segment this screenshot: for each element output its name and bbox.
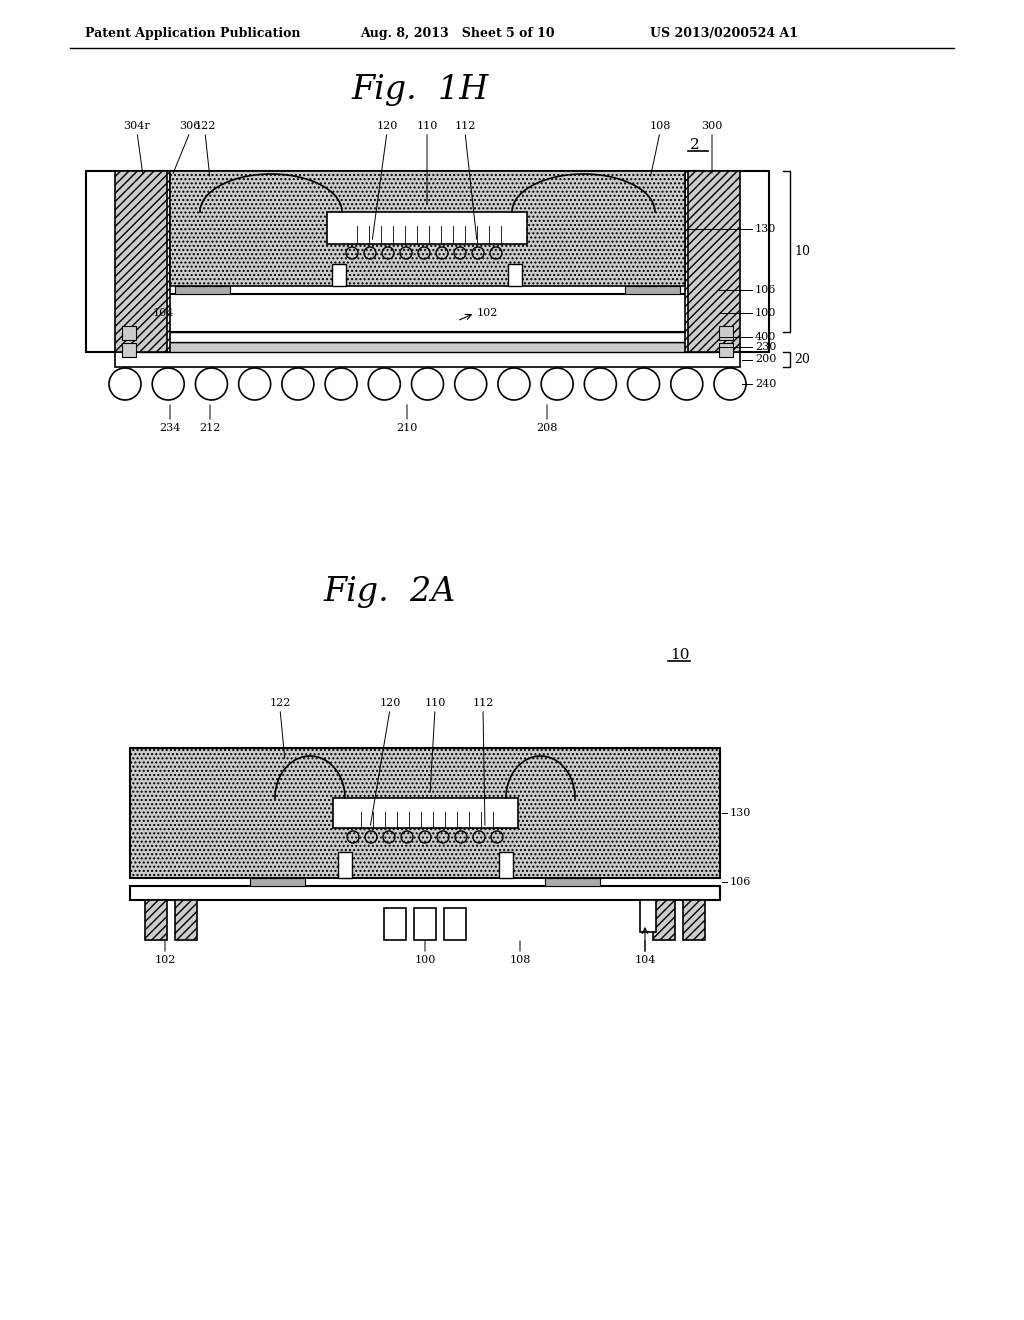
Text: 208: 208 (537, 422, 558, 433)
Bar (327, 213, 527, 244)
Text: 120: 120 (379, 698, 400, 708)
Text: 304r: 304r (124, 121, 151, 131)
Bar (685, 172, 717, 352)
Bar (130, 748, 720, 878)
Bar (338, 851, 352, 878)
Bar (170, 172, 685, 286)
Text: 120: 120 (376, 121, 397, 131)
Bar (688, 172, 740, 352)
Text: 20: 20 (794, 352, 810, 366)
Bar (138, 172, 170, 352)
Text: 104: 104 (634, 954, 655, 965)
Text: 122: 122 (195, 121, 216, 131)
Bar (138, 294, 717, 333)
Bar (122, 326, 136, 341)
Bar (384, 908, 406, 940)
Text: 112: 112 (455, 121, 476, 131)
Text: 10: 10 (794, 246, 810, 257)
Bar (640, 900, 656, 932)
Text: 112: 112 (472, 698, 494, 708)
Text: 102: 102 (155, 954, 176, 965)
Bar (115, 172, 167, 352)
Bar (333, 799, 518, 828)
Bar (150, 345, 180, 352)
Text: 2: 2 (690, 139, 699, 152)
Bar (719, 343, 733, 356)
Text: 100: 100 (755, 308, 776, 318)
Bar (122, 343, 136, 356)
Bar (115, 352, 740, 367)
Bar (86, 172, 769, 352)
Text: 100: 100 (415, 954, 435, 965)
Text: 210: 210 (396, 422, 418, 433)
Text: 234: 234 (160, 422, 180, 433)
Text: 102: 102 (477, 308, 499, 318)
Bar (444, 908, 466, 940)
Bar (138, 333, 717, 342)
Bar (130, 886, 720, 900)
Text: 212: 212 (200, 422, 221, 433)
Bar (175, 900, 197, 940)
Text: 108: 108 (509, 954, 530, 965)
Bar (508, 264, 522, 286)
Text: 230: 230 (755, 342, 776, 352)
Bar (683, 900, 705, 940)
Text: Fig.  1H: Fig. 1H (351, 74, 488, 106)
Text: 130: 130 (730, 808, 752, 818)
Text: 106: 106 (730, 876, 752, 887)
Text: Patent Application Publication: Patent Application Publication (85, 26, 300, 40)
Text: 110: 110 (424, 698, 445, 708)
Text: 108: 108 (649, 121, 671, 131)
Bar (250, 878, 305, 886)
Bar (138, 342, 717, 352)
Text: 122: 122 (269, 698, 291, 708)
Text: 400: 400 (755, 333, 776, 342)
Text: 130: 130 (755, 223, 776, 234)
Text: 200: 200 (755, 355, 776, 364)
Text: 300: 300 (701, 121, 723, 131)
Bar (719, 326, 733, 341)
Bar (635, 345, 665, 352)
Bar (190, 345, 220, 352)
Text: US 2013/0200524 A1: US 2013/0200524 A1 (650, 26, 798, 40)
Bar (653, 900, 675, 940)
Bar (499, 851, 513, 878)
Bar (175, 286, 230, 294)
Bar (625, 286, 680, 294)
Bar (675, 345, 705, 352)
Text: 106: 106 (755, 285, 776, 294)
Text: 10: 10 (670, 648, 689, 663)
Bar (145, 900, 167, 940)
Bar (414, 908, 436, 940)
Text: 306: 306 (179, 121, 201, 131)
Text: 240: 240 (755, 379, 776, 389)
Text: Aug. 8, 2013   Sheet 5 of 10: Aug. 8, 2013 Sheet 5 of 10 (360, 26, 555, 40)
Text: 104: 104 (153, 308, 174, 318)
Text: 110: 110 (417, 121, 437, 131)
Bar (332, 264, 346, 286)
Bar (545, 878, 600, 886)
Text: Fig.  2A: Fig. 2A (324, 576, 456, 609)
